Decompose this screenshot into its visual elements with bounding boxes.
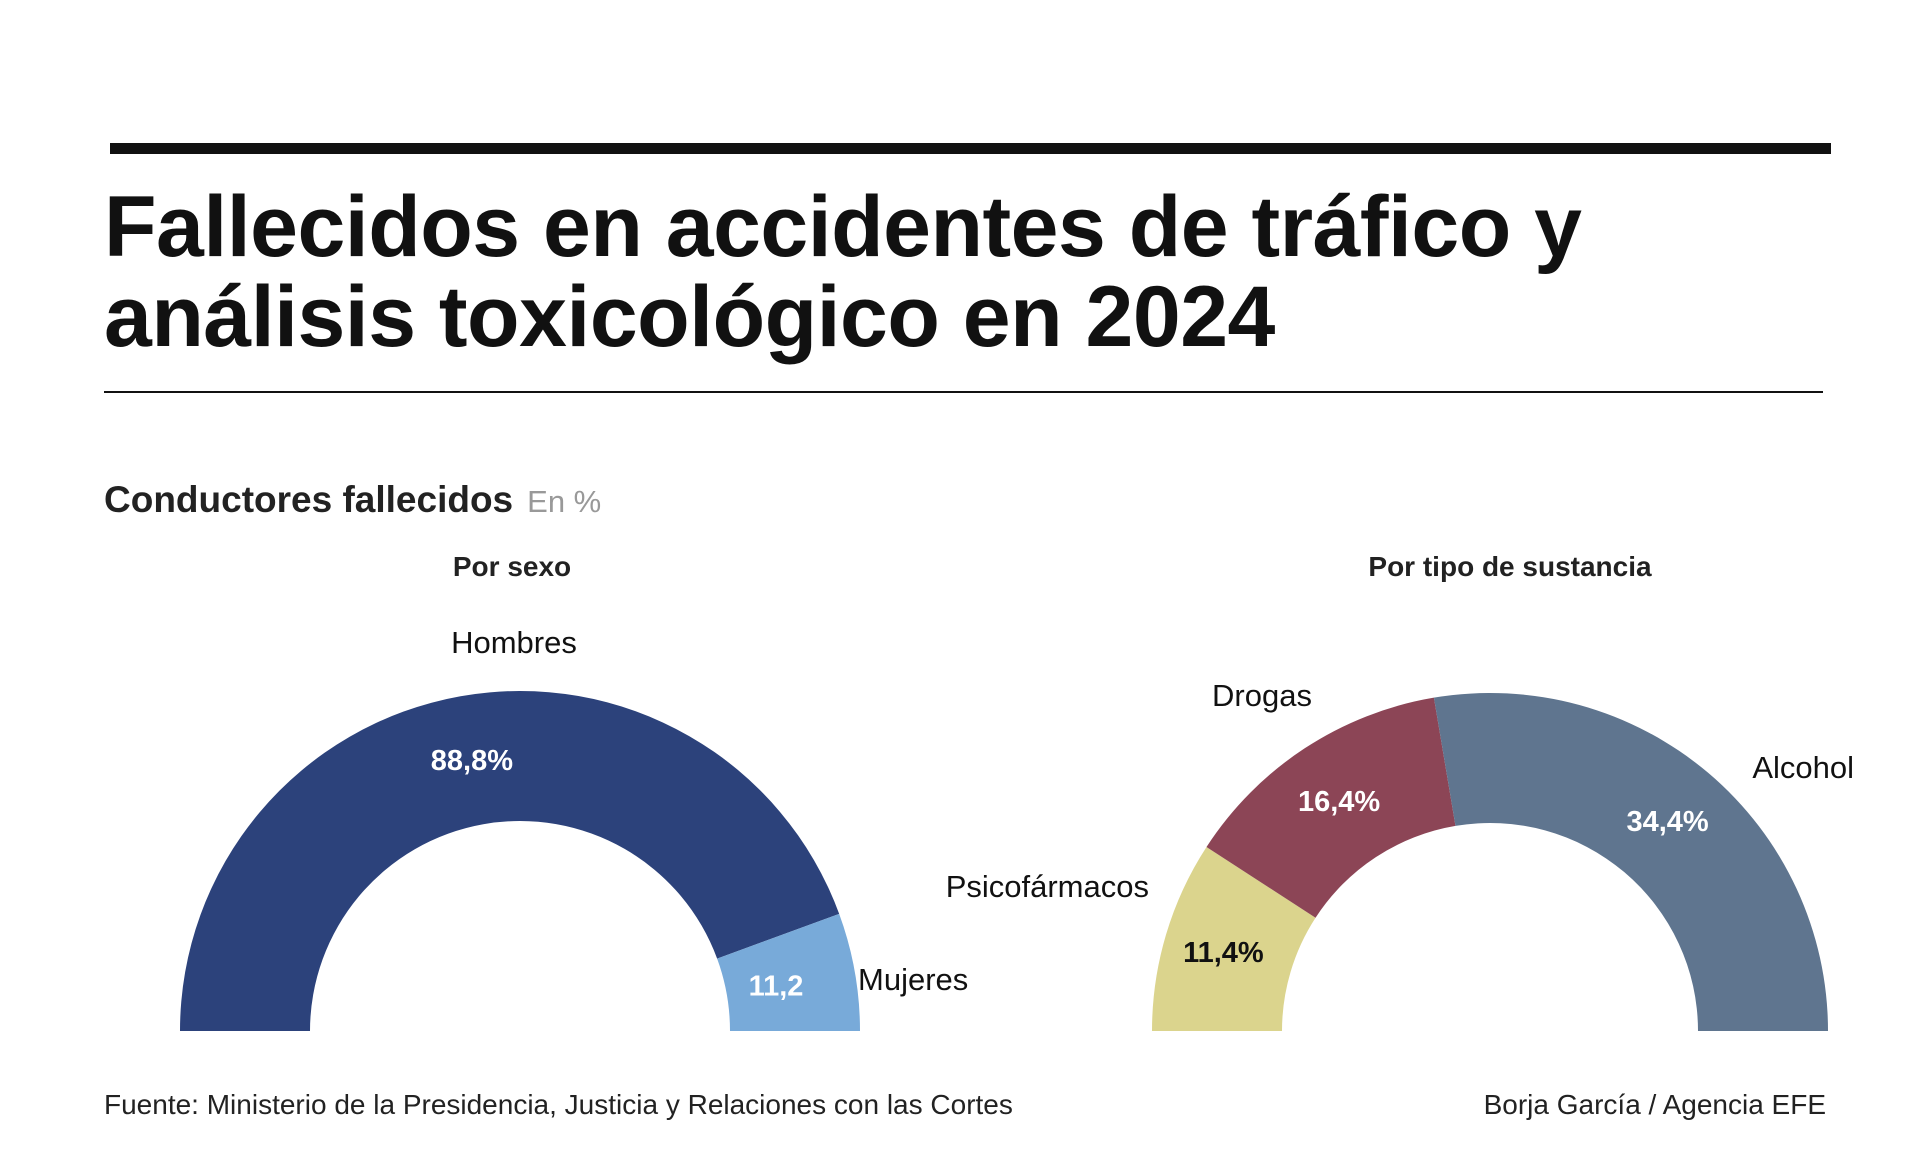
value-label-hombres: 88,8%: [431, 745, 513, 777]
slice-hombres: [180, 690, 840, 1031]
category-label-alcohol: Alcohol: [1752, 750, 1854, 785]
headline: Fallecidos en accidentes de tráfico y an…: [104, 182, 1844, 362]
value-label-mujeres: 11,2: [749, 971, 804, 1003]
chart-por-tipo-de-sustancia: [1152, 692, 1828, 1031]
top-rule: [110, 143, 1831, 154]
chart-title-por-sexo: Por sexo: [453, 551, 571, 582]
category-label-hombres: Hombres: [451, 625, 577, 660]
headline-line-1: Fallecidos en accidentes de tráfico y: [104, 179, 1582, 275]
title-rule: [104, 391, 1823, 393]
category-label-drogas: Drogas: [1212, 678, 1312, 713]
category-label-psicofarmacos: Psicofármacos: [946, 869, 1149, 904]
slice-mujeres: [717, 913, 860, 1031]
slice-drogas: [1206, 697, 1456, 918]
value-label-alcohol: 34,4%: [1626, 806, 1708, 838]
section-unit: En %: [527, 484, 602, 519]
value-label-drogas: 16,4%: [1298, 786, 1380, 818]
section-title: Conductores fallecidos En %: [104, 476, 601, 526]
slice-psicofarmacos: [1152, 846, 1316, 1031]
headline-line-2: análisis toxicológico en 2024: [104, 269, 1275, 365]
footer-source: Fuente: Ministerio de la Presidencia, Ju…: [104, 1089, 1013, 1120]
chart-title-por-tipo-de-sustancia: Por tipo de sustancia: [1368, 551, 1652, 582]
category-label-mujeres: Mujeres: [858, 962, 968, 997]
section-title-text: Conductores fallecidos: [104, 479, 514, 520]
value-label-psicofarmacos: 11,4%: [1183, 937, 1264, 969]
footer-credit: Borja García / Agencia EFE: [1483, 1089, 1826, 1120]
chart-por-sexo: [180, 690, 860, 1031]
slice-alcohol: [1433, 692, 1828, 1031]
